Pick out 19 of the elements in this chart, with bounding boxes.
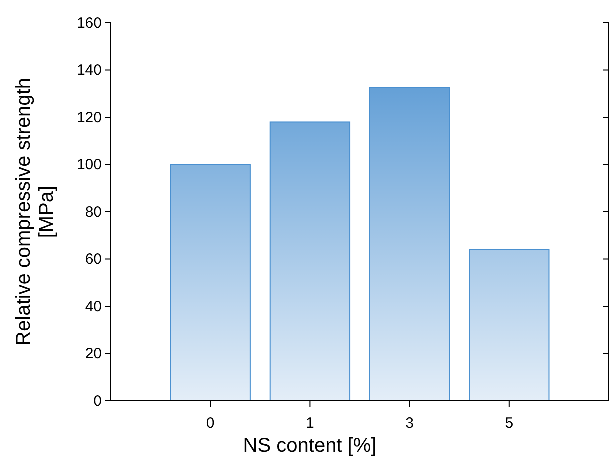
y-tick-label: 20 [85, 346, 102, 363]
y-tick-label: 40 [85, 298, 102, 316]
y-tick-label: 120 [76, 109, 102, 126]
x-tick-label: 5 [505, 415, 514, 432]
y-tick-label: 160 [76, 14, 102, 32]
bar [270, 122, 351, 402]
y-tick-label: 100 [76, 156, 102, 174]
bar [170, 164, 251, 402]
bar [369, 87, 450, 402]
y-axis-title: Relative compressive strength [MPa] [13, 78, 58, 346]
x-tick-label: 1 [306, 415, 314, 432]
y-tick-label: 140 [76, 62, 102, 80]
bar [469, 249, 550, 402]
x-axis-title: NS content [%] [243, 435, 377, 457]
x-tick-label: 0 [206, 415, 215, 432]
x-tick-label: 3 [406, 415, 414, 432]
y-tick-label: 60 [85, 251, 102, 268]
y-tick-label: 0 [94, 392, 102, 410]
y-tick-label: 80 [85, 204, 102, 221]
